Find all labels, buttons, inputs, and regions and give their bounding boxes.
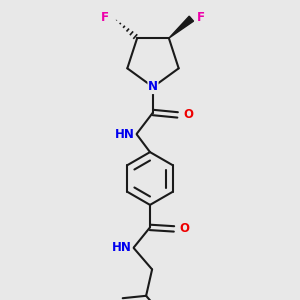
Text: HN: HN (112, 241, 132, 254)
Text: O: O (179, 222, 189, 236)
Text: N: N (148, 80, 158, 94)
Text: O: O (183, 108, 193, 122)
Text: F: F (197, 11, 205, 24)
Text: HN: HN (115, 128, 135, 141)
Text: F: F (101, 11, 109, 24)
Polygon shape (169, 16, 194, 38)
